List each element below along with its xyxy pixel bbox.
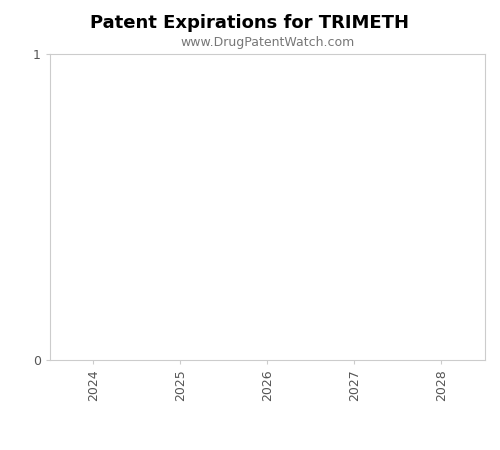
Title: www.DrugPatentWatch.com: www.DrugPatentWatch.com — [180, 36, 354, 49]
Text: Patent Expirations for TRIMETH: Patent Expirations for TRIMETH — [90, 14, 409, 32]
